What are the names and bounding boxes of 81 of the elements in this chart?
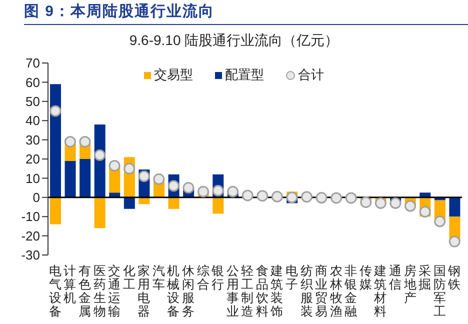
x-tick-label: 商业贸易 [315, 264, 328, 318]
point [404, 200, 416, 212]
x-tick-label: 非银金融 [344, 264, 358, 318]
y-tick-label: 60 [26, 74, 40, 90]
x-tick-label: 综合 [196, 264, 210, 292]
bar [50, 197, 61, 224]
bar [64, 160, 76, 198]
point [360, 196, 372, 208]
x-tick-label: 电气设备 [48, 264, 62, 318]
point [434, 216, 446, 228]
point [227, 186, 239, 198]
point [345, 192, 357, 204]
y-tick-label: -20 [21, 228, 40, 244]
x-tick-label: 汽车 [152, 264, 166, 292]
point [374, 197, 386, 209]
point [390, 197, 402, 209]
point [316, 192, 328, 204]
point [138, 170, 150, 182]
point [198, 186, 209, 198]
y-tick-label: 70 [26, 56, 40, 71]
x-tick-label: 建筑装饰 [270, 264, 284, 318]
x-tick-label: 建筑材料 [373, 264, 388, 318]
y-tick-label: 30 [26, 132, 40, 148]
bar [50, 84, 61, 198]
x-tick-label: 电子 [285, 264, 298, 292]
point [50, 105, 62, 117]
point [256, 190, 268, 202]
x-tick-label: 通信 [388, 264, 402, 292]
x-tick-label: 农林牧渔 [328, 264, 343, 318]
point [94, 149, 106, 161]
x-tick-label: 轻工制造 [241, 264, 254, 318]
x-tick-label: 房地产 [402, 263, 417, 305]
point [301, 191, 312, 203]
bar [124, 197, 135, 209]
x-tick-label: 传媒 [359, 264, 372, 292]
bar [212, 197, 224, 214]
x-tick-label: 银行 [210, 264, 225, 292]
point [168, 180, 180, 192]
point [79, 136, 91, 148]
x-tick-label: 计算机 [64, 264, 77, 305]
chart-title: 图 9：本周陆股通行业流向 [24, 2, 468, 25]
x-tick-label: 医药生物 [93, 264, 106, 318]
y-tick-label: 40 [26, 113, 40, 128]
point [64, 136, 76, 148]
point [448, 236, 460, 248]
y-tick-label: 50 [26, 94, 40, 110]
bar [168, 197, 180, 209]
x-tick-label: 纺织服装 [300, 264, 314, 318]
point [212, 184, 224, 196]
bar [80, 159, 91, 198]
y-tick-label: -30 [21, 248, 40, 263]
bar [94, 197, 106, 228]
x-tick-label: 机械设备 [167, 264, 180, 318]
point [286, 192, 298, 204]
y-tick-label: 0 [32, 190, 40, 206]
x-tick-label: 有色金属 [78, 264, 92, 318]
point [330, 192, 342, 204]
point [108, 160, 120, 172]
x-tick-label: 交通运输 [108, 263, 122, 318]
x-tick-label: 食品饮料 [254, 264, 269, 318]
point [271, 190, 283, 202]
x-tick-label: 化工 [122, 264, 136, 292]
legend-label: 交易型 [154, 66, 193, 84]
y-tick-label: -10 [21, 209, 40, 224]
x-tick-label: 钢铁 [447, 264, 462, 292]
point [419, 206, 431, 218]
x-tick-label: 休闲服务 [182, 264, 195, 318]
x-tick-label: 国防军工 [433, 264, 446, 318]
legend-label: 配置型 [225, 66, 264, 84]
point [124, 162, 136, 174]
y-tick-label: 20 [26, 152, 40, 167]
point [242, 190, 254, 202]
x-tick-label: 公用事业 [226, 264, 240, 318]
point [153, 173, 165, 185]
point [182, 182, 194, 194]
x-tick-label: 采掘 [418, 264, 432, 292]
chart-subtitle: 9.6-9.10 陆股通行业流向（亿元） [128, 32, 340, 50]
legend-label: 合计 [298, 66, 324, 84]
bar [449, 197, 460, 217]
y-tick-label: 10 [26, 170, 40, 186]
x-tick-label: 家用电器 [138, 263, 151, 318]
